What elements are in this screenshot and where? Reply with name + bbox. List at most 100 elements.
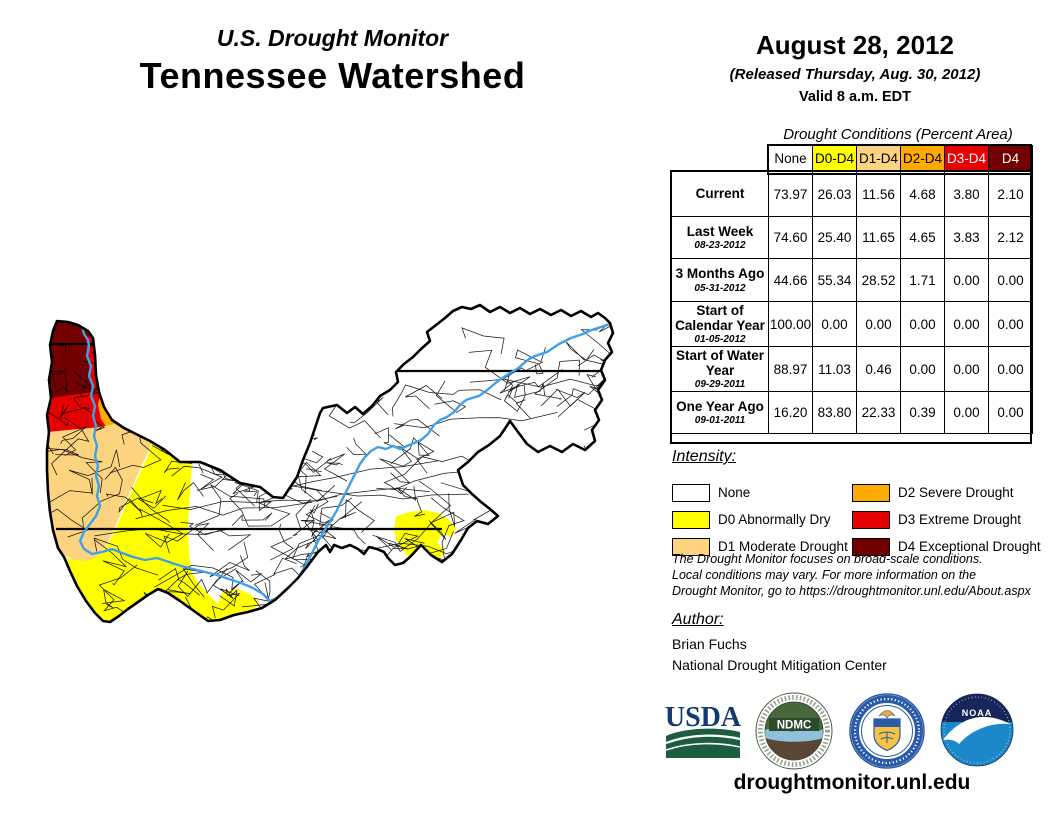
row-header: 3 Months Ago 05-31-2012 (671, 258, 769, 302)
legend-swatch-d2 (852, 484, 890, 502)
table-cell: 44.66 (768, 258, 813, 302)
table-cell: 0.00 (988, 258, 1033, 302)
table-cell: 0.00 (944, 346, 989, 392)
row-header: Start of Water Year 09-29-2011 (671, 346, 769, 392)
legend-label: D3 Extreme Drought (898, 512, 1022, 527)
usda-swoosh-2 (665, 742, 741, 751)
table-cell: 0.00 (900, 346, 945, 392)
report-title: U.S. Drought Monitor (216, 25, 449, 51)
noaa-ring-text (943, 696, 1011, 764)
table-cell: 28.52 (856, 258, 901, 302)
column-header-d0: D0-D4 (812, 145, 857, 172)
author-name: Brian Fuchs (672, 636, 747, 652)
table-cell: 16.20 (768, 391, 813, 434)
doc-ship (878, 731, 896, 743)
author-title: Author: (672, 611, 724, 628)
ndmc-earth-shape (765, 737, 823, 761)
row-label: Start of Calendar Year (675, 302, 765, 333)
table-cell: 0.46 (856, 346, 901, 392)
table-cell: 73.97 (768, 171, 813, 217)
legend-swatch-d0 (672, 511, 710, 529)
row-date: 09-01-2011 (694, 415, 746, 427)
website-url: droughtmonitor.unl.edu (733, 771, 971, 794)
disclaimer-line: Local conditions may vary. For more info… (672, 568, 977, 582)
disclaimer-line: The Drought Monitor focuses on broad-sca… (672, 552, 983, 566)
release-date: (Released Thursday, Aug. 30, 2012) (729, 66, 981, 83)
table-cell: 11.65 (856, 216, 901, 259)
d1-region (47, 424, 152, 562)
row-label: Current (695, 186, 745, 202)
table-cell: 0.00 (988, 346, 1033, 392)
author-organization: National Drought Mitigation Center (672, 657, 887, 673)
legend-label: D4 Exceptional Drought (898, 539, 1041, 554)
usda-logo: USDA (665, 702, 742, 758)
table-cell: 0.00 (988, 301, 1033, 347)
disclaimer-line: Drought Monitor, go to https://droughtmo… (672, 584, 1031, 598)
legend-label: D2 Severe Drought (898, 485, 1014, 500)
table-cell: 4.65 (900, 216, 945, 259)
legend-swatch-d3 (852, 511, 890, 529)
table-cell: 11.03 (812, 346, 857, 392)
table-cell: 11.56 (856, 171, 901, 217)
noaa-top-segment (941, 693, 1013, 722)
table-cell: 100.00 (768, 301, 813, 347)
table-cell: 22.33 (856, 391, 901, 434)
column-header-d4: D4 (988, 145, 1033, 172)
author-block: Author: Brian Fuchs National Drought Mit… (672, 611, 1012, 673)
row-label: 3 Months Ago (675, 266, 765, 282)
noaa-gull (943, 716, 1010, 744)
tennessee-watershed-map (45, 303, 615, 624)
doc-shield-chief (874, 719, 900, 727)
column-header-d3: D3-D4 (944, 145, 989, 172)
ndmc-logo-text: NDMC (777, 720, 812, 732)
noaa-logo-text: NOAA (962, 708, 993, 718)
row-label: One Year Ago (676, 398, 764, 414)
ndmc-ring-text (758, 695, 830, 767)
ndmc-water-wave (765, 728, 823, 742)
watershed-outline (45, 303, 615, 624)
legend-label: D1 Moderate Drought (718, 539, 848, 554)
column-header-d2: D2-D4 (900, 145, 945, 172)
doc-ring-text (853, 697, 921, 765)
state-boundary-lines (47, 342, 601, 531)
d0-region (64, 441, 232, 622)
noaa-logo: NOAA (940, 693, 1014, 767)
table-cell: 0.00 (944, 391, 989, 434)
row-label: Start of Water Year (675, 347, 764, 378)
commerce-seal-logo (849, 693, 925, 769)
date-block: August 28, 2012 (Released Thursday, Aug.… (690, 30, 1020, 105)
table-cell: 0.39 (900, 391, 945, 434)
table-cell: 4.68 (900, 171, 945, 217)
d0-east-patch (394, 510, 456, 560)
usda-swoosh-1 (665, 734, 741, 745)
tennessee-river (78, 321, 613, 603)
usda-logo-text: USDA (665, 702, 742, 733)
table-cell: 88.97 (768, 346, 813, 392)
table-cell: 74.60 (768, 216, 813, 259)
column-header-none: None (768, 145, 813, 172)
ndmc-band (769, 718, 819, 731)
valid-time: Valid 8 a.m. EDT (798, 89, 911, 105)
table-cell: 2.10 (988, 171, 1033, 217)
table-cell: 0.00 (900, 301, 945, 347)
row-date: 01-05-2012 (694, 334, 746, 346)
ndmc-logo: NDMC (755, 692, 833, 770)
table-cell: 1.71 (900, 258, 945, 302)
map-date: August 28, 2012 (756, 30, 954, 60)
intensity-legend: Intensity: None D0 Abnormally Dry D1 Moder… (672, 448, 1056, 556)
legend-label: None (718, 485, 751, 500)
table-cell: 0.00 (988, 391, 1033, 434)
row-date: 09-29-2011 (694, 379, 746, 391)
legend-swatch-none (672, 484, 710, 502)
table-cell: 2.12 (988, 216, 1033, 259)
doc-eagle (878, 710, 896, 719)
table-cell: 25.40 (812, 216, 857, 259)
table-cell: 26.03 (812, 171, 857, 217)
table-cell: 3.80 (944, 171, 989, 217)
table-cell: 55.34 (812, 258, 857, 302)
legend-swatch-d1 (672, 538, 710, 556)
table-caption: Drought Conditions (Percent Area) (783, 126, 1013, 143)
column-header-d1: D1-D4 (856, 145, 901, 172)
disclaimer-text: The Drought Monitor focuses on broad-sca… (672, 551, 1032, 599)
